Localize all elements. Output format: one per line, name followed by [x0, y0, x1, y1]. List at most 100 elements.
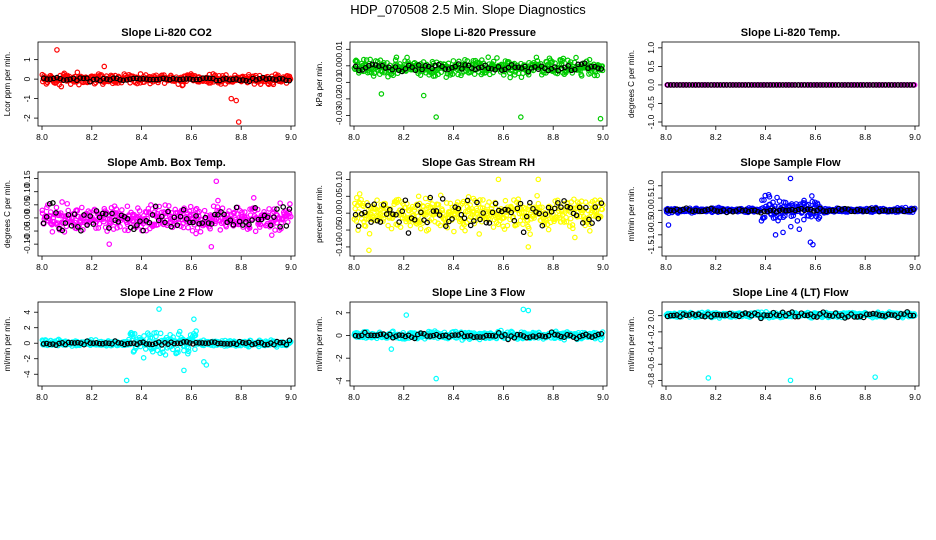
- reference-point: [779, 206, 786, 213]
- reference-point: [848, 208, 854, 215]
- y-tick-label: 0: [22, 341, 32, 346]
- reference-point: [215, 340, 221, 347]
- reference-point: [221, 341, 227, 347]
- outlier-point: [535, 176, 542, 183]
- data-point: [175, 331, 182, 338]
- data-point: [371, 70, 378, 77]
- data-point: [534, 192, 540, 199]
- y-tick-label: 1.0: [646, 180, 656, 192]
- reference-point: [215, 211, 221, 218]
- reference-point: [190, 219, 196, 226]
- reference-point: [477, 216, 483, 223]
- data-point: [520, 221, 526, 228]
- data-point: [539, 204, 545, 211]
- reference-point: [583, 204, 589, 211]
- reference-point: [157, 76, 163, 82]
- reference-point: [474, 334, 480, 340]
- x-tick-label: 8.6: [497, 262, 509, 272]
- reference-point: [40, 75, 47, 81]
- data-point: [502, 197, 509, 204]
- reference-point: [230, 222, 237, 228]
- reference-point: [823, 312, 830, 318]
- x-tick-label: 8.0: [348, 392, 360, 402]
- y-tick-label: 0.10: [334, 171, 344, 188]
- data-point: [536, 204, 543, 211]
- x-tick-label: 8.0: [660, 262, 672, 272]
- reference-point: [474, 199, 480, 206]
- data-point: [580, 207, 586, 214]
- reference-point: [252, 340, 259, 347]
- reference-point: [199, 340, 206, 346]
- plot-frame: [349, 171, 608, 257]
- reference-point: [236, 218, 243, 225]
- reference-point: [567, 204, 574, 211]
- reference-point: [489, 209, 496, 216]
- reference-point: [807, 206, 814, 213]
- reference-point: [399, 68, 405, 75]
- data-point: [486, 199, 492, 205]
- reference-point: [54, 74, 60, 81]
- data-point: [156, 203, 163, 210]
- reference-point: [515, 64, 522, 70]
- data-point: [494, 55, 500, 61]
- reference-point: [907, 82, 914, 88]
- reference-point: [786, 82, 792, 88]
- reference-point: [87, 340, 94, 346]
- reference-point: [399, 208, 406, 215]
- reference-point: [888, 82, 895, 88]
- data-point: [74, 69, 81, 76]
- data-point: [113, 206, 120, 212]
- reference-point: [246, 221, 252, 228]
- reference-point: [677, 207, 683, 214]
- y-tick-label: 0: [22, 76, 32, 81]
- reference-point: [512, 64, 518, 71]
- y-tick-label: 0.0: [646, 79, 656, 91]
- y-axis-label: ml/min per min.: [315, 317, 324, 372]
- reference-point: [486, 220, 493, 226]
- y-tick-label: -0.8: [646, 373, 656, 388]
- reference-point: [202, 340, 209, 346]
- reference-point: [792, 207, 798, 214]
- reference-point: [795, 82, 802, 88]
- reference-point: [527, 199, 533, 206]
- data-point: [809, 198, 816, 205]
- reference-point: [246, 78, 253, 85]
- reference-point: [867, 311, 873, 318]
- data-point: [207, 225, 213, 232]
- data-point: [554, 197, 561, 204]
- data-point: [474, 207, 480, 214]
- x-tick-label: 9.0: [909, 262, 921, 272]
- data-point: [368, 211, 374, 217]
- data-point: [266, 206, 272, 212]
- reference-point: [551, 331, 558, 338]
- reference-point: [910, 312, 917, 319]
- reference-point: [789, 309, 795, 315]
- plot-frame: [37, 301, 296, 387]
- reference-point: [561, 198, 567, 204]
- x-tick-label: 8.0: [348, 132, 360, 142]
- panel-4: Slope Amb. Box Temp.degrees C per min.8.…: [3, 157, 297, 272]
- reference-point: [249, 341, 255, 348]
- reference-point: [80, 75, 87, 82]
- data-point: [59, 199, 65, 205]
- reference-point: [814, 314, 820, 320]
- outlier-point: [213, 178, 220, 185]
- reference-point: [432, 62, 439, 69]
- points: [39, 47, 294, 125]
- data-point: [572, 234, 578, 241]
- y-axis-label: kPa per min.: [315, 62, 324, 107]
- y-tick-label: 0.0: [646, 204, 656, 216]
- reference-point: [755, 311, 761, 318]
- reference-point: [885, 82, 892, 88]
- data-point: [573, 54, 579, 61]
- y-axis-label: degrees C per min.: [627, 50, 636, 118]
- data-point: [44, 204, 50, 211]
- reference-point: [589, 220, 595, 226]
- reference-point: [879, 312, 886, 319]
- reference-point: [904, 82, 911, 88]
- reference-point: [542, 333, 549, 340]
- data-point: [397, 224, 404, 230]
- reference-point: [689, 310, 696, 317]
- reference-point: [823, 82, 830, 88]
- reference-point: [576, 333, 583, 340]
